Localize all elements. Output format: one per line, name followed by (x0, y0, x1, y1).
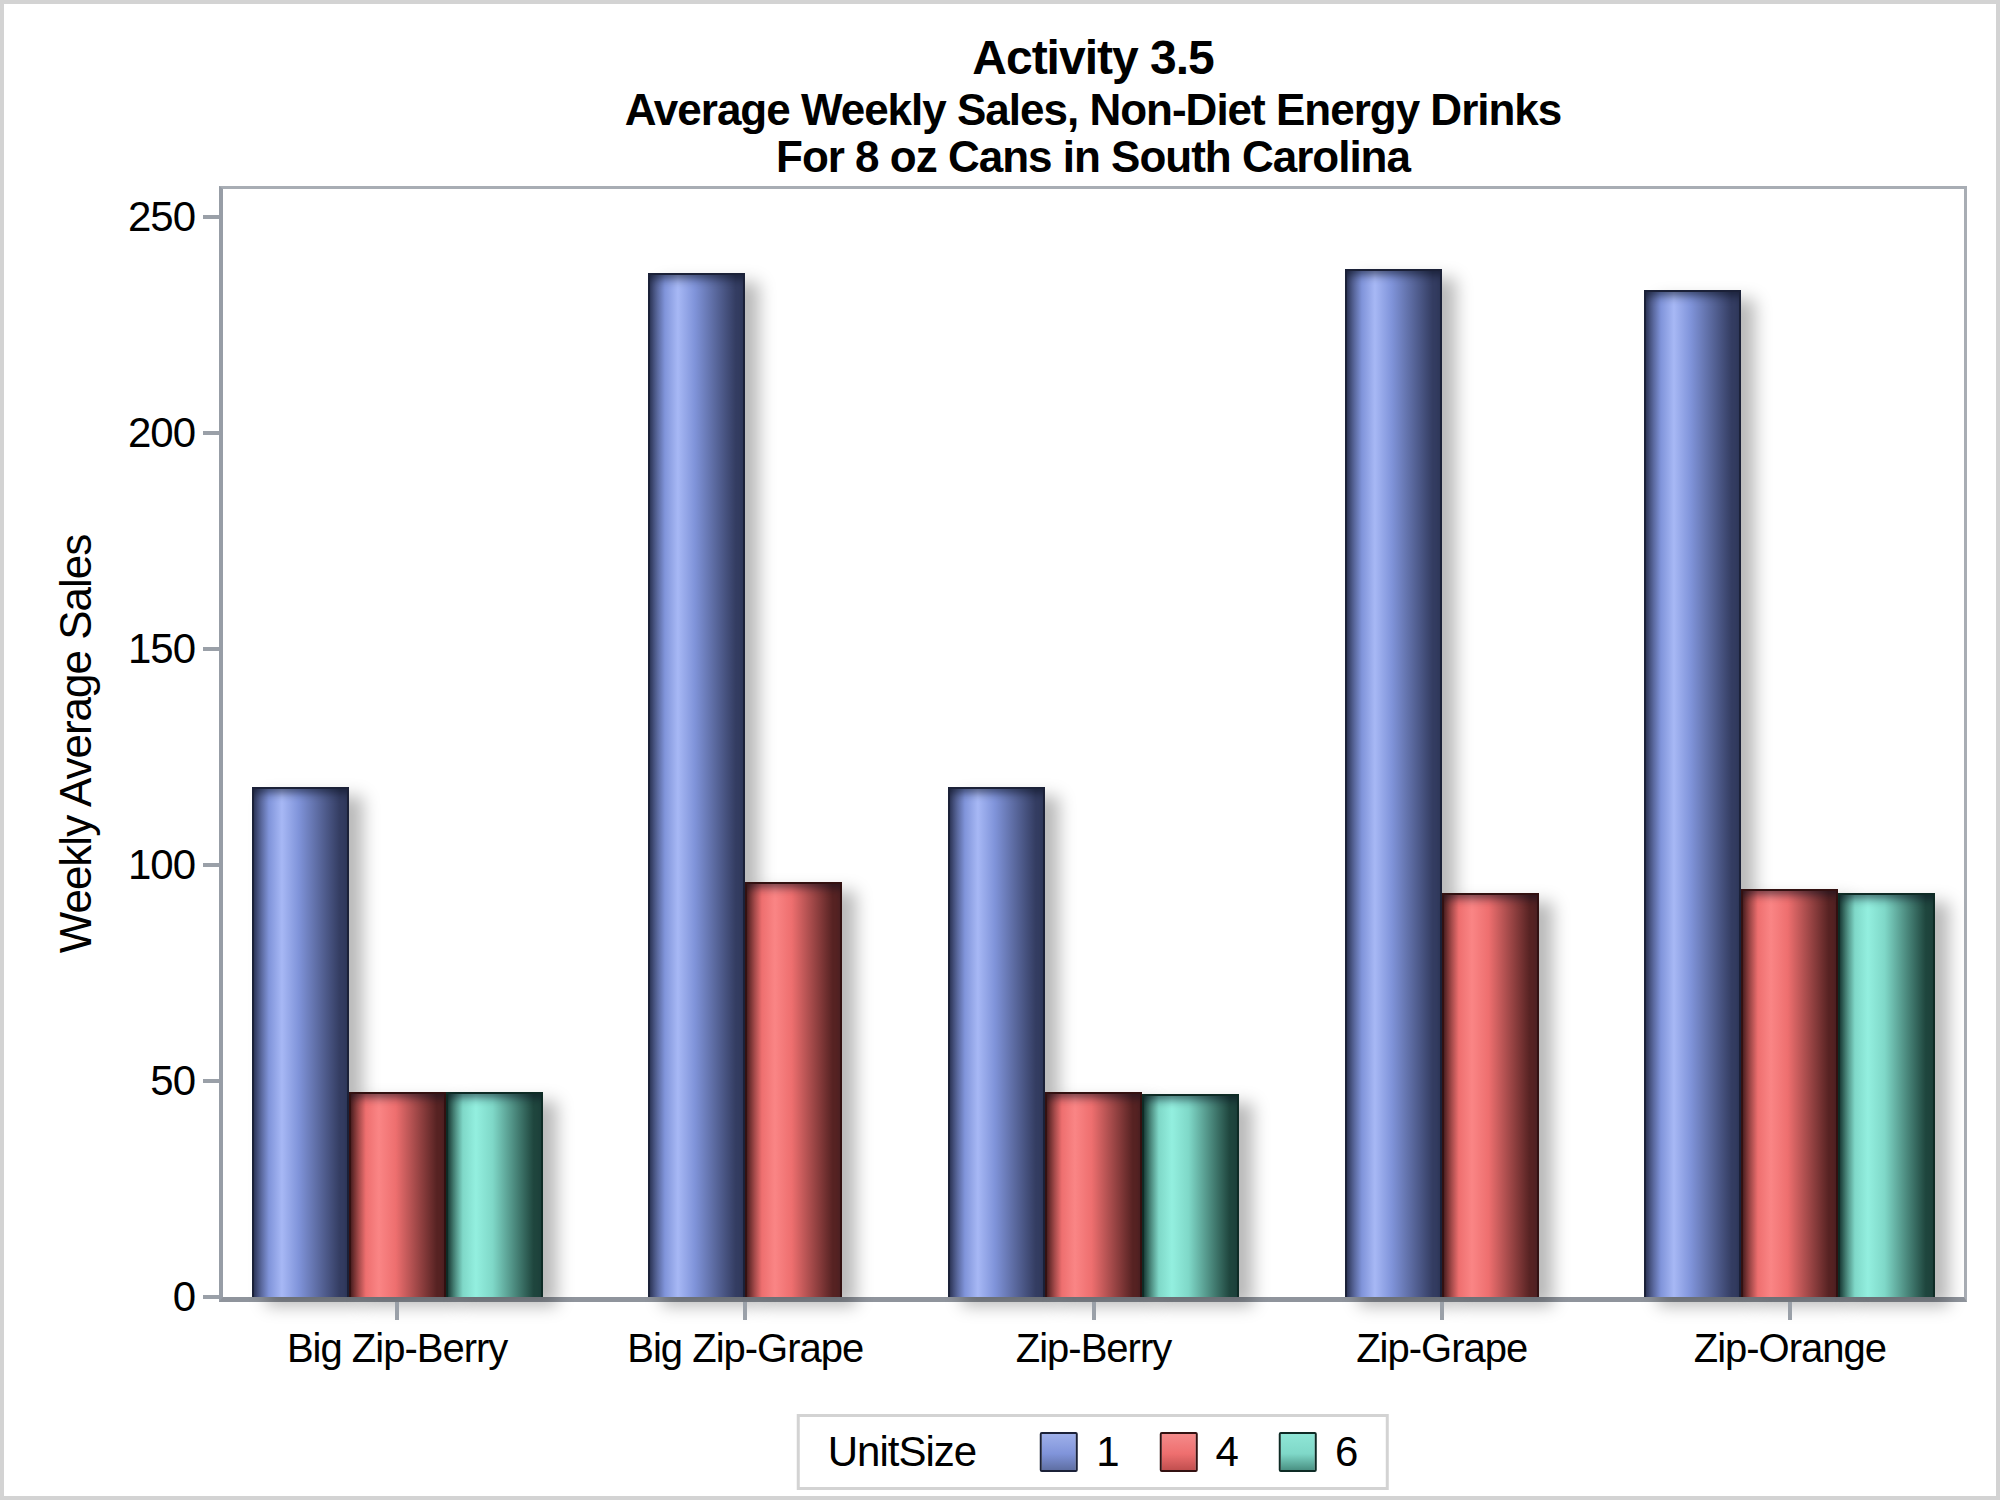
legend: UnitSize 1 4 6 (797, 1414, 1389, 1490)
bar-Big Zip-Grape-unitsize-1 (648, 273, 745, 1297)
y-tick-mark-50 (203, 1079, 219, 1083)
y-tick-label-50: 50 (45, 1057, 195, 1105)
y-tick-label-100: 100 (45, 841, 195, 889)
chart-figure: Activity 3.5 Average Weekly Sales, Non-D… (0, 0, 2000, 1500)
y-tick-label-150: 150 (45, 625, 195, 673)
bar-Zip-Grape-unitsize-1 (1345, 269, 1442, 1297)
bar-Zip-Berry-unitsize-6 (1142, 1094, 1239, 1297)
legend-entries: 1 4 6 (1040, 1428, 1358, 1476)
bar-Zip-Orange-unitsize-4 (1741, 889, 1838, 1297)
legend-swatch-unitsize-4 (1160, 1432, 1198, 1472)
y-tick-mark-100 (203, 863, 219, 867)
x-tick-mark-Zip-Grape (1440, 1302, 1444, 1320)
chart-subtitle-line1: Average Weekly Sales, Non-Diet Energy Dr… (219, 86, 1967, 133)
legend-entry-label-1: 1 (1096, 1428, 1119, 1476)
legend-entry-unitsize-1: 1 (1040, 1428, 1119, 1476)
legend-entry-label-4: 4 (1216, 1428, 1239, 1476)
y-tick-mark-200 (203, 431, 219, 435)
x-tick-mark-Zip-Orange (1788, 1302, 1792, 1320)
legend-entry-label-6: 6 (1335, 1428, 1358, 1476)
chart-subtitle-line2: For 8 oz Cans in South Carolina (219, 133, 1967, 180)
bar-Zip-Berry-unitsize-1 (948, 787, 1045, 1297)
chart-title: Activity 3.5 (219, 30, 1967, 86)
y-tick-mark-150 (203, 647, 219, 651)
bar-Zip-Orange-unitsize-1 (1644, 290, 1741, 1297)
legend-entry-unitsize-6: 6 (1279, 1428, 1358, 1476)
y-tick-label-200: 200 (45, 409, 195, 457)
legend-title: UnitSize (828, 1428, 976, 1476)
bar-Big Zip-Grape-unitsize-4 (745, 882, 842, 1297)
x-tick-mark-Big Zip-Berry (395, 1302, 399, 1320)
bar-Big Zip-Berry-unitsize-6 (446, 1092, 543, 1297)
y-tick-mark-250 (203, 215, 219, 219)
x-tick-mark-Big Zip-Grape (743, 1302, 747, 1320)
y-axis-title: Weekly Average Sales (51, 535, 101, 954)
y-tick-mark-0 (203, 1295, 219, 1299)
legend-entry-unitsize-4: 4 (1160, 1428, 1239, 1476)
y-tick-label-250: 250 (45, 193, 195, 241)
bar-Zip-Orange-unitsize-6 (1838, 893, 1935, 1297)
bar-Zip-Grape-unitsize-4 (1442, 893, 1539, 1297)
y-tick-label-0: 0 (45, 1273, 195, 1321)
legend-swatch-unitsize-6 (1279, 1432, 1317, 1472)
plot-area (219, 186, 1967, 1302)
x-tick-label-Zip-Orange: Zip-Orange (1570, 1326, 2000, 1371)
bar-Zip-Berry-unitsize-4 (1045, 1092, 1142, 1297)
x-tick-mark-Zip-Berry (1092, 1302, 1096, 1320)
legend-swatch-unitsize-1 (1040, 1432, 1078, 1472)
bar-Big Zip-Berry-unitsize-4 (349, 1092, 446, 1297)
chart-titles: Activity 3.5 Average Weekly Sales, Non-D… (219, 30, 1967, 180)
bar-Big Zip-Berry-unitsize-1 (252, 787, 349, 1297)
bars-layer (223, 189, 1964, 1297)
